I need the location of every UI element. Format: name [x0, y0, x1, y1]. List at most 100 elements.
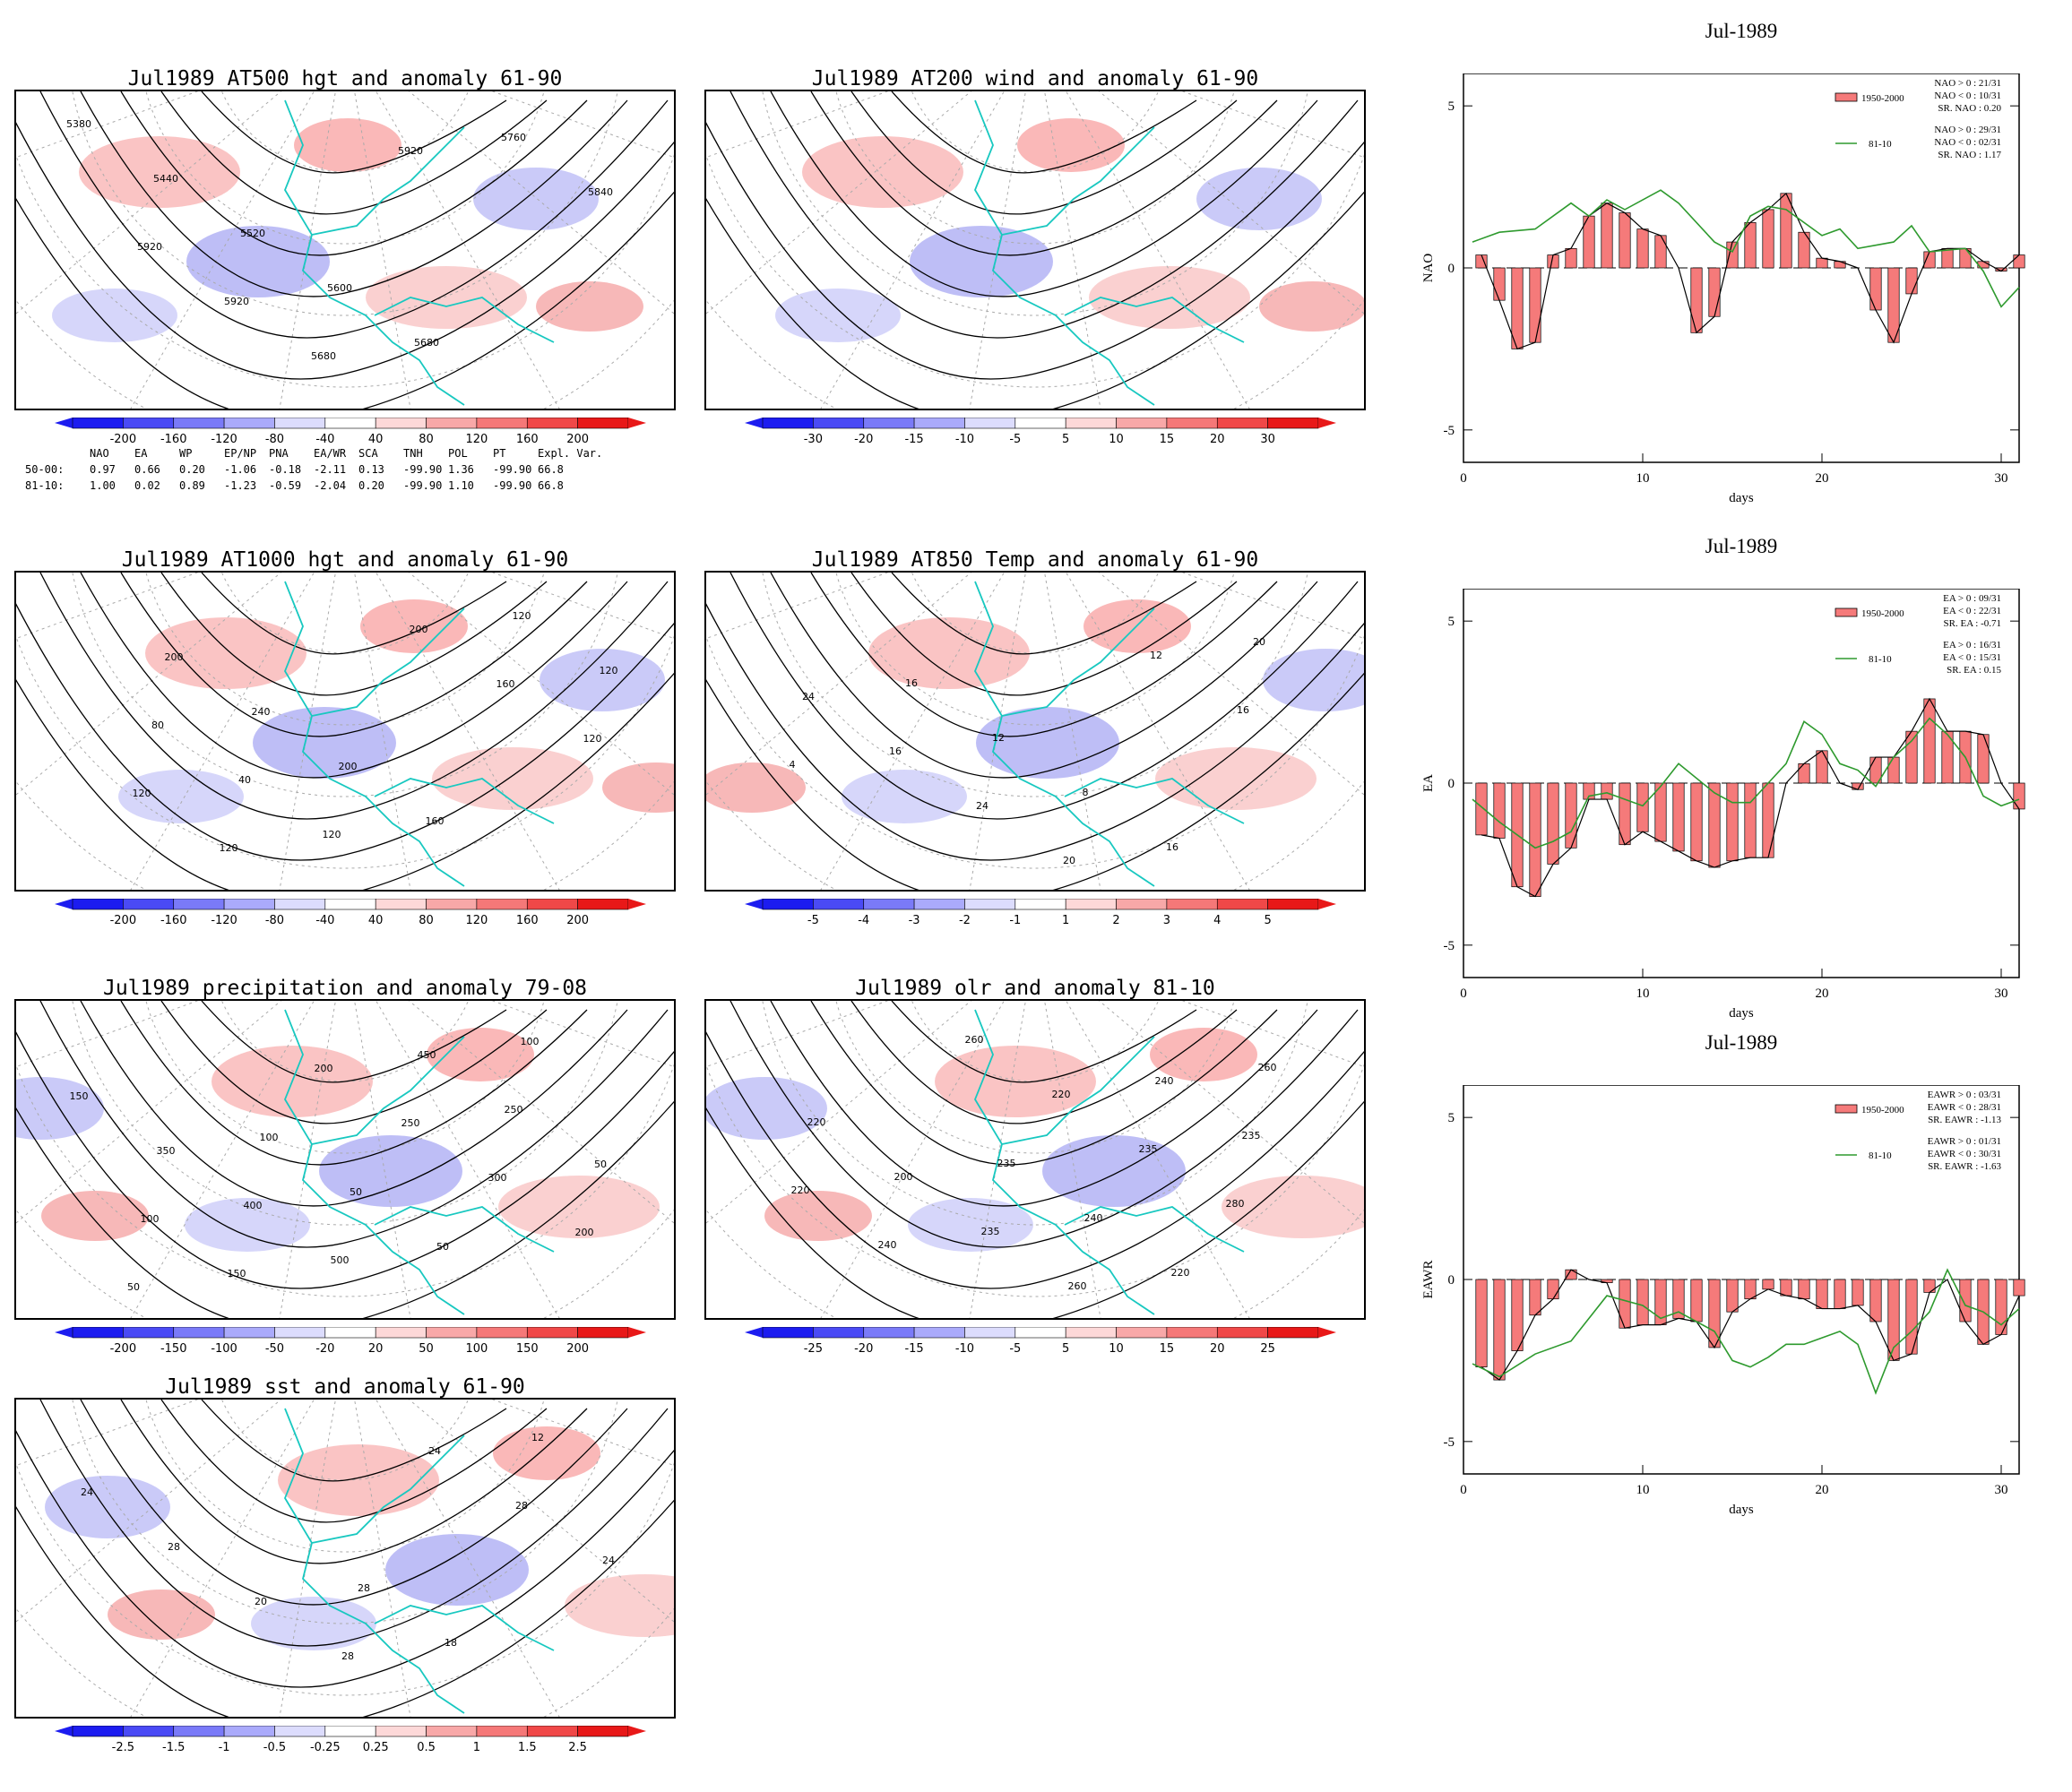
meridian-line [16, 91, 199, 159]
y-axis-label: NAO [1421, 254, 1436, 283]
anomaly-shade [565, 1574, 674, 1637]
bar-1950-2000 [1905, 267, 1918, 295]
meridian-line [376, 1001, 560, 1318]
map-title-prcp: Jul1989 precipitation and anomaly 79-08 [102, 977, 588, 1000]
anomaly-shade [186, 226, 330, 297]
contour-label: 240 [1084, 1212, 1103, 1224]
contour-line [39, 1400, 669, 1647]
map-title-w200: Jul1989 AT200 wind and anomaly 61-90 [811, 67, 1259, 90]
x-axis-label: days [1729, 1503, 1754, 1517]
bar-1950-2000 [1852, 1279, 1864, 1306]
contour-line [891, 91, 1197, 174]
stats-header-cell: PNA [269, 447, 289, 460]
anomaly-shade [294, 118, 401, 172]
colorbar-w200: -30 -20 -15 -10 -5 5 10 15 20 30 [745, 417, 1354, 453]
contour-label: 120 [220, 842, 238, 854]
stats-value-cell: -1.23 [224, 479, 257, 492]
bar-1950-2000 [1726, 782, 1739, 862]
bar-1950-2000 [1619, 1279, 1631, 1329]
contour-label: 24 [602, 1555, 615, 1566]
legend-stat: EA > 0 : 09/31 [1943, 593, 2001, 604]
bar-1950-2000 [1816, 750, 1828, 784]
anomaly-shade [360, 599, 468, 653]
y-axis-label: EA [1421, 774, 1436, 792]
contour-line [706, 1031, 1364, 1289]
x-tick-label: 10 [1636, 1483, 1650, 1497]
anomaly-shade [41, 1191, 149, 1241]
meridian-line [1098, 573, 1364, 796]
anomaly-shade [253, 707, 396, 779]
stats-value-cell: -99.90 [403, 463, 443, 476]
contour-label: 12 [992, 732, 1005, 744]
colorbar-swatch [913, 898, 965, 910]
colorbar-tick-label: -20 [854, 1342, 873, 1356]
colorbar-swatch [1267, 1326, 1319, 1339]
stats-value-cell: 0.97 [90, 463, 116, 476]
contour-line [810, 1001, 1278, 1166]
contour-line [160, 91, 548, 215]
contour-label: 300 [488, 1172, 507, 1184]
colorbar-swatch [1216, 417, 1268, 429]
colorbar-swatch [1166, 1326, 1218, 1339]
contour-label: 260 [1258, 1062, 1277, 1073]
colorbar-swatch [863, 417, 915, 429]
colorbar-z1000: -200 -160 -120 -80 -40 40 80 120 160 200 [55, 898, 664, 935]
legend: 1950-2000 EAWR > 0 : 03/31 EAWR < 0 : 28/3… [1835, 1090, 2001, 1172]
meridian-line [130, 1400, 315, 1717]
contour-line [201, 1400, 507, 1482]
anomaly-shade [432, 747, 593, 810]
stats-header-cell: WP [179, 447, 193, 460]
stats-value-cell: -2.11 [314, 463, 347, 476]
colorbar-tick-label: 25 [1260, 1342, 1275, 1356]
meridian-line [354, 573, 411, 890]
contour-label: 160 [496, 678, 515, 690]
timeseries-chart-ea: -5 0 5 0 10 20 30 days EA 1950-2000 EA > 0 : 09/31… [1421, 589, 2025, 1021]
map-plot-t850: 16 12 8 16 20 24 16 24 20 12 16 4 [706, 573, 1364, 890]
colorbar-swatch [123, 1725, 175, 1737]
contour-label: 16 [1166, 841, 1178, 853]
contour-label: 200 [165, 651, 184, 663]
contour-label: 16 [1237, 704, 1249, 716]
meridian-line [376, 91, 560, 409]
y-tick-label: 0 [1448, 262, 1455, 276]
colorbar-swatch [762, 1326, 814, 1339]
colorbar-swatch [274, 1326, 326, 1339]
contour-label: 12 [531, 1432, 544, 1443]
anomaly-shade [910, 226, 1053, 297]
anomaly-shade [602, 762, 674, 813]
colorbar-tick-label: 20 [1210, 433, 1225, 446]
colorbar-swatch [173, 1725, 225, 1737]
contour-line [80, 1400, 628, 1606]
coastline [973, 99, 1245, 406]
bar-1950-2000 [1762, 782, 1774, 858]
contour-label: 50 [594, 1159, 607, 1170]
colorbar-swatch [426, 1725, 478, 1737]
series-line-1950-2000 [1481, 1269, 2020, 1381]
timeseries-title-eawr: Jul-1989 [1705, 1031, 1778, 1054]
bar-1950-2000 [1565, 247, 1577, 269]
meridian-line [1066, 91, 1250, 409]
legend-series-name: 1950-2000 [1861, 608, 1904, 619]
bar-1950-2000 [1834, 1279, 1846, 1309]
map-panel-t850: 16 12 8 16 20 24 16 24 20 12 16 4 [704, 571, 1366, 892]
contour-label: 12 [1150, 650, 1162, 661]
meridian-line [706, 91, 972, 314]
colorbar-tick-label: 80 [419, 914, 434, 927]
anomaly-shade [473, 168, 599, 230]
contour-line [850, 91, 1238, 215]
colorbar-swatch [1065, 417, 1117, 429]
contour-line [891, 1001, 1197, 1083]
meridian-line [706, 573, 972, 796]
meridian-line [1044, 1001, 1101, 1318]
colorbar-swatch [964, 1326, 1016, 1339]
contour-label: 120 [323, 829, 341, 840]
contour-label: 100 [521, 1036, 540, 1047]
meridian-line [16, 1400, 199, 1467]
contour-line [16, 672, 674, 890]
anomaly-shade [536, 281, 643, 332]
map-panel-z1000: 200 240 200 160 120 120 80 40 120 200 160 120 120 120 [14, 571, 676, 892]
colorbar-swatch [375, 1725, 427, 1737]
contour-line [850, 573, 1238, 696]
colorbar-swatch [813, 1326, 865, 1339]
